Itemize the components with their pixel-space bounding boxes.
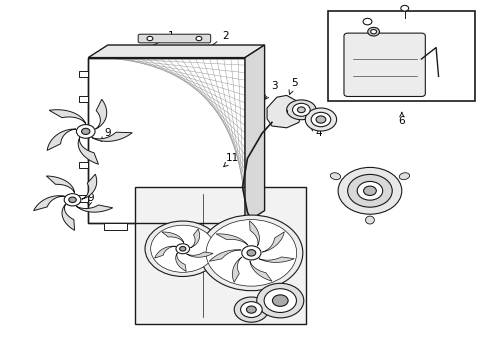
Text: 1: 1 xyxy=(143,31,175,50)
Bar xyxy=(104,223,127,230)
Text: 7: 7 xyxy=(355,36,366,48)
Polygon shape xyxy=(216,234,248,245)
Polygon shape xyxy=(262,232,284,252)
Circle shape xyxy=(176,244,190,254)
Circle shape xyxy=(147,36,153,41)
Text: 2: 2 xyxy=(207,31,229,49)
Circle shape xyxy=(297,107,305,113)
Circle shape xyxy=(368,27,379,36)
Circle shape xyxy=(145,221,220,276)
Circle shape xyxy=(76,125,95,138)
Circle shape xyxy=(206,220,296,286)
Circle shape xyxy=(348,175,392,207)
Ellipse shape xyxy=(399,173,410,180)
Polygon shape xyxy=(47,176,74,193)
FancyBboxPatch shape xyxy=(344,33,425,96)
Bar xyxy=(79,195,88,202)
Circle shape xyxy=(364,186,376,195)
Polygon shape xyxy=(245,45,265,223)
Ellipse shape xyxy=(287,100,316,120)
Circle shape xyxy=(242,246,261,260)
Polygon shape xyxy=(186,252,213,257)
Polygon shape xyxy=(96,99,107,129)
Circle shape xyxy=(246,306,256,313)
Polygon shape xyxy=(34,196,65,211)
Text: 4: 4 xyxy=(310,126,322,138)
Polygon shape xyxy=(154,246,176,258)
Circle shape xyxy=(196,36,202,41)
Circle shape xyxy=(257,283,304,318)
Circle shape xyxy=(371,30,377,34)
Bar xyxy=(328,11,475,101)
Polygon shape xyxy=(47,129,76,150)
Polygon shape xyxy=(88,45,265,58)
Circle shape xyxy=(151,225,215,272)
Circle shape xyxy=(81,128,90,135)
Text: 6: 6 xyxy=(398,112,405,126)
Circle shape xyxy=(357,181,383,200)
Polygon shape xyxy=(78,138,98,164)
Circle shape xyxy=(200,215,303,291)
Circle shape xyxy=(293,103,310,116)
Circle shape xyxy=(316,116,326,123)
Polygon shape xyxy=(191,229,199,248)
Circle shape xyxy=(264,289,296,312)
Polygon shape xyxy=(209,250,241,261)
Circle shape xyxy=(69,197,76,203)
Text: 9: 9 xyxy=(87,193,94,206)
Bar xyxy=(88,58,245,223)
Text: 5: 5 xyxy=(289,78,297,94)
Polygon shape xyxy=(267,95,301,128)
Text: 9: 9 xyxy=(101,128,111,141)
FancyBboxPatch shape xyxy=(135,187,306,324)
Circle shape xyxy=(363,18,372,25)
Text: 8: 8 xyxy=(362,168,371,181)
Circle shape xyxy=(272,295,288,306)
Circle shape xyxy=(64,194,81,206)
Bar xyxy=(79,162,88,168)
Polygon shape xyxy=(92,132,132,141)
Ellipse shape xyxy=(330,173,341,180)
Circle shape xyxy=(401,5,409,11)
Circle shape xyxy=(247,249,256,256)
Circle shape xyxy=(180,247,186,251)
Polygon shape xyxy=(162,232,184,243)
Bar xyxy=(79,129,88,135)
Circle shape xyxy=(338,167,402,214)
Polygon shape xyxy=(250,261,272,281)
Polygon shape xyxy=(49,110,86,124)
Circle shape xyxy=(305,108,337,131)
Polygon shape xyxy=(232,257,242,282)
Bar xyxy=(79,71,88,77)
Ellipse shape xyxy=(366,216,374,224)
Circle shape xyxy=(234,297,269,322)
Polygon shape xyxy=(62,204,74,230)
Text: 3: 3 xyxy=(265,81,278,99)
Polygon shape xyxy=(82,174,97,199)
Polygon shape xyxy=(76,205,113,212)
Circle shape xyxy=(241,302,262,318)
Bar xyxy=(88,58,245,223)
Text: 10: 10 xyxy=(268,305,281,315)
Polygon shape xyxy=(249,221,259,246)
Polygon shape xyxy=(176,253,186,271)
Circle shape xyxy=(311,112,331,127)
Text: 11: 11 xyxy=(224,153,240,167)
Polygon shape xyxy=(259,257,294,262)
FancyBboxPatch shape xyxy=(138,34,211,43)
Bar xyxy=(79,96,88,102)
